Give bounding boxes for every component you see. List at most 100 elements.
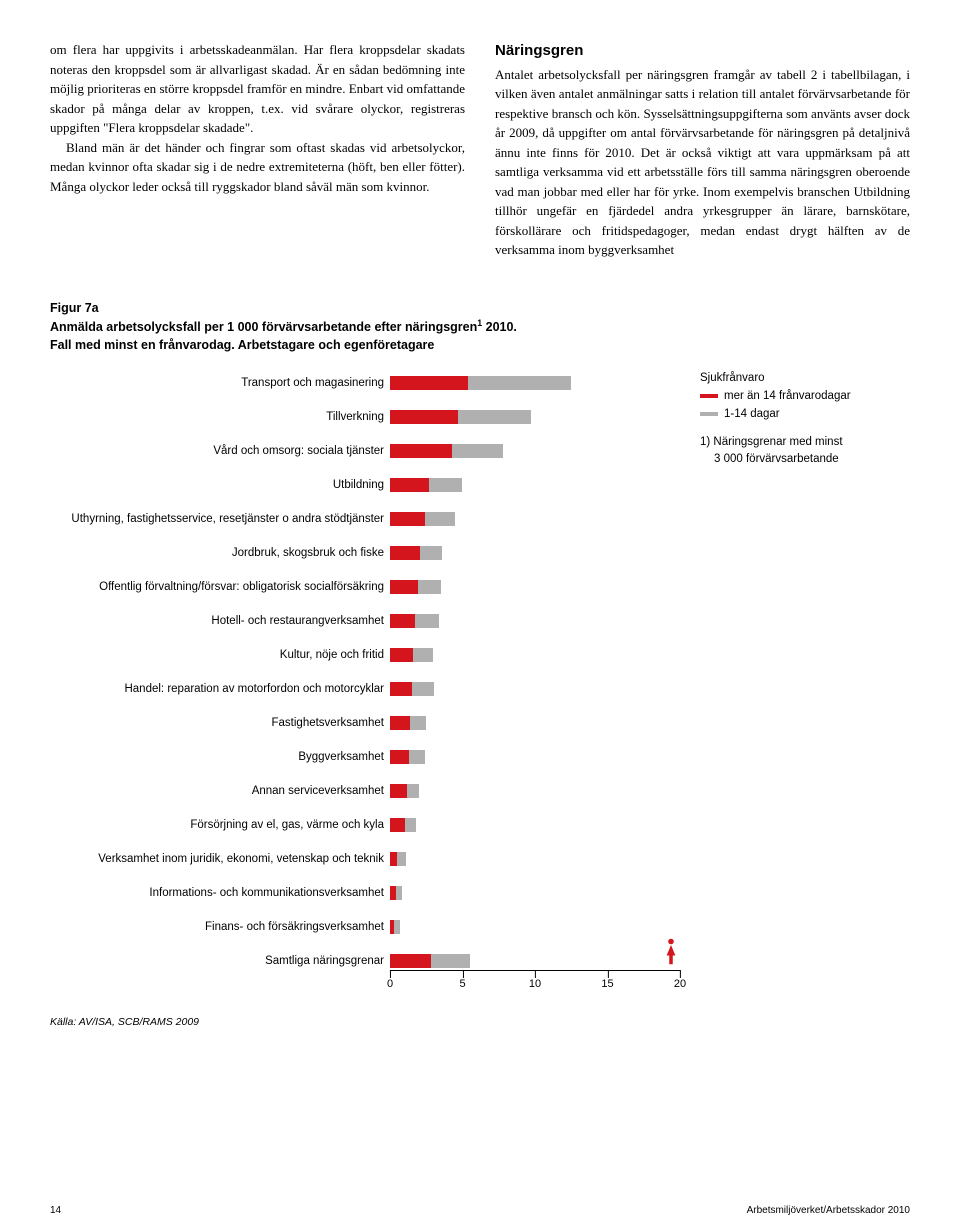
bar-segment-red (390, 784, 407, 798)
bar-segment-grey (394, 920, 400, 934)
bar-segment-grey (420, 546, 442, 560)
bar-chart: Transport och magasineringTillverkningVå… (50, 366, 680, 1008)
axis-tick: 15 (601, 978, 613, 990)
bar-label: Annan serviceverksamhet (50, 785, 390, 797)
figure-subtitle: Fall med minst en frånvarodag. Arbetstag… (50, 337, 910, 355)
bar-row: Vård och omsorg: sociala tjänster (50, 434, 680, 468)
bar-plot-area (390, 808, 680, 842)
figure-source: Källa: AV/ISA, SCB/RAMS 2009 (50, 1016, 910, 1028)
legend-item-grey: 1-14 dagar (700, 406, 910, 422)
bar-segment-red (390, 410, 458, 424)
bar-segment-grey (452, 444, 503, 458)
page-number: 14 (50, 1205, 61, 1216)
bar-segment-grey (409, 750, 425, 764)
bar-stack (390, 852, 406, 866)
bar-label: Offentlig förvaltning/försvar: obligator… (50, 581, 390, 593)
axis-tick: 20 (674, 978, 686, 990)
bar-stack (390, 920, 400, 934)
bar-plot-area (390, 638, 680, 672)
bar-label: Tillverkning (50, 411, 390, 423)
bar-plot-area (390, 604, 680, 638)
bar-row: Försörjning av el, gas, värme och kyla (50, 808, 680, 842)
bar-plot-area (390, 366, 680, 400)
legend-item-red: mer än 14 frånvarodagar (700, 388, 910, 404)
bar-row: Handel: reparation av motorfordon och mo… (50, 672, 680, 706)
woman-icon (662, 938, 680, 966)
bar-plot-area (390, 876, 680, 910)
bar-row: Offentlig förvaltning/försvar: obligator… (50, 570, 680, 604)
bar-row: Byggverksamhet (50, 740, 680, 774)
bar-segment-grey (396, 886, 402, 900)
bar-segment-grey (410, 716, 426, 730)
bar-segment-grey (405, 818, 417, 832)
bar-plot-area (390, 910, 680, 944)
bar-plot-area (390, 740, 680, 774)
bar-label: Samtliga näringsgrenar (50, 955, 390, 967)
bar-segment-red (390, 648, 413, 662)
bar-row: Verksamhet inom juridik, ekonomi, vetens… (50, 842, 680, 876)
bar-row: Tillverkning (50, 400, 680, 434)
bar-stack (390, 716, 426, 730)
bar-segment-red (390, 954, 431, 968)
bar-plot-area (390, 502, 680, 536)
bar-plot-area (390, 400, 680, 434)
bar-segment-red (390, 512, 425, 526)
bar-segment-red (390, 682, 412, 696)
bar-segment-grey (458, 410, 531, 424)
axis-tick: 0 (387, 978, 393, 990)
bar-stack (390, 648, 433, 662)
bar-plot-area (390, 468, 680, 502)
swatch-red (700, 394, 718, 398)
body-text-columns: om flera har uppgivits i arbetsskadeanmä… (50, 40, 910, 260)
bar-label: Verksamhet inom juridik, ekonomi, vetens… (50, 853, 390, 865)
axis-tick: 10 (529, 978, 541, 990)
bar-label: Hotell- och restaurangverksamhet (50, 615, 390, 627)
bar-plot-area (390, 536, 680, 570)
bar-segment-red (390, 750, 409, 764)
bar-row: Jordbruk, skogsbruk och fiske (50, 536, 680, 570)
bar-label: Fastighetsverksamhet (50, 717, 390, 729)
bar-row: Hotell- och restaurangverksamhet (50, 604, 680, 638)
bar-label: Byggverksamhet (50, 751, 390, 763)
bar-segment-grey (418, 580, 441, 594)
bar-label: Handel: reparation av motorfordon och mo… (50, 683, 390, 695)
bar-stack (390, 614, 439, 628)
paragraph: Bland män är det händer och fingrar som … (50, 138, 465, 197)
bar-stack (390, 512, 455, 526)
bar-segment-red (390, 716, 410, 730)
paragraph: om flera har uppgivits i arbetsskadeanmä… (50, 40, 465, 138)
bar-plot-area (390, 434, 680, 468)
bar-plot-area (390, 706, 680, 740)
chart-legend: Sjukfrånvaro mer än 14 frånvarodagar 1-1… (700, 366, 910, 466)
bar-row: Finans- och försäkringsverksamhet (50, 910, 680, 944)
bar-segment-grey (415, 614, 440, 628)
section-heading: Näringsgren (495, 40, 910, 63)
bar-label: Informations- och kommunikationsverksamh… (50, 887, 390, 899)
axis-tick: 5 (459, 978, 465, 990)
bar-label: Finans- och försäkringsverksamhet (50, 921, 390, 933)
bar-row: Utbildning (50, 468, 680, 502)
paragraph: Antalet arbetsolycksfall per näringsgren… (495, 65, 910, 260)
bar-segment-grey (413, 648, 433, 662)
publication-name: Arbetsmiljöverket/Arbetsskador 2010 (747, 1205, 910, 1216)
bar-stack (390, 376, 571, 390)
bar-stack (390, 478, 462, 492)
right-column: Näringsgren Antalet arbetsolycksfall per… (495, 40, 910, 260)
x-axis: 05101520 (50, 978, 680, 1008)
bar-segment-grey (425, 512, 455, 526)
bar-segment-red (390, 376, 468, 390)
bar-label: Utbildning (50, 479, 390, 491)
bar-stack (390, 682, 434, 696)
figure-7a: Figur 7a Anmälda arbetsolycksfall per 1 … (50, 300, 910, 1029)
bar-segment-red (390, 580, 418, 594)
bar-segment-red (390, 546, 420, 560)
bar-segment-red (390, 444, 452, 458)
figure-title: Anmälda arbetsolycksfall per 1 000 förvä… (50, 317, 910, 337)
legend-footnote: 1) Näringsgrenar med minst 3 000 förvärv… (700, 434, 910, 466)
bar-plot-area (390, 672, 680, 706)
page-footer: 14 Arbetsmiljöverket/Arbetsskador 2010 (50, 1205, 910, 1216)
bar-stack (390, 410, 531, 424)
bar-plot-area (390, 842, 680, 876)
bar-stack (390, 886, 402, 900)
bar-segment-grey (429, 478, 462, 492)
